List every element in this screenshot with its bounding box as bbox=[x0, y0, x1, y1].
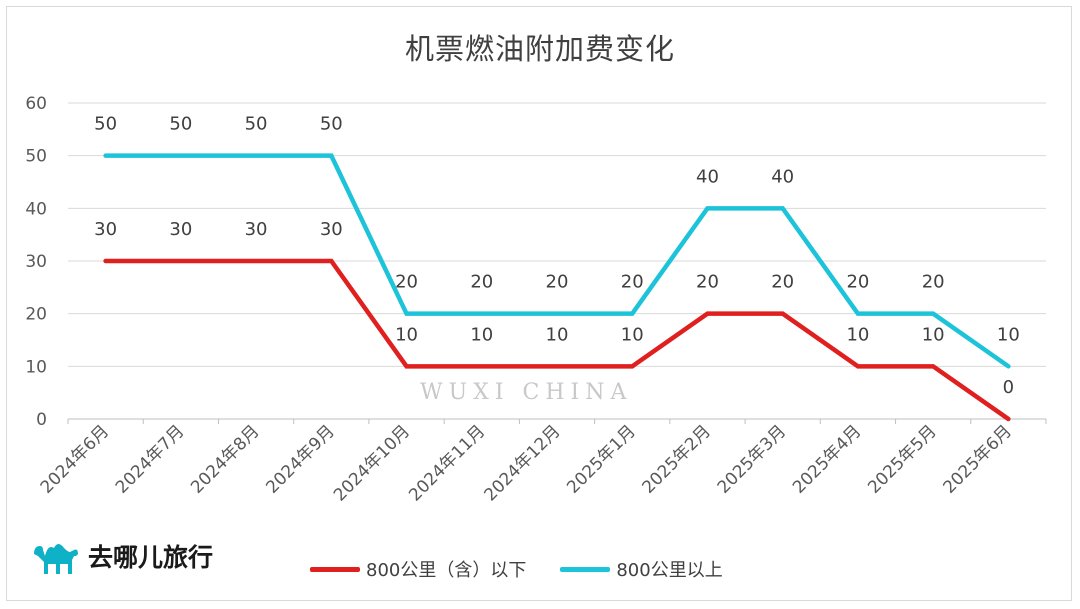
y-tick-label: 0 bbox=[36, 410, 47, 430]
y-axis: 0 10 20 30 40 50 60 bbox=[25, 94, 47, 430]
data-label: 0 bbox=[1003, 377, 1014, 398]
camel-icon bbox=[34, 544, 78, 574]
watermark-text: WUXI CHINA bbox=[420, 380, 633, 405]
data-label: 20 bbox=[846, 272, 869, 293]
y-tick-label: 50 bbox=[25, 147, 47, 167]
legend-swatch bbox=[310, 566, 360, 572]
brand-name: 去哪儿旅行 bbox=[88, 543, 214, 572]
x-tick-label: 2024年9月 bbox=[262, 421, 338, 497]
y-tick-label: 30 bbox=[25, 252, 47, 272]
data-label: 30 bbox=[94, 219, 117, 240]
legend-swatch bbox=[560, 566, 611, 572]
data-label: 40 bbox=[771, 166, 794, 187]
data-label: 10 bbox=[470, 324, 493, 345]
data-label: 50 bbox=[320, 114, 343, 135]
data-label: 20 bbox=[546, 272, 569, 293]
legend-label: 800公里以上 bbox=[616, 560, 723, 581]
x-axis: 2024年6月2024年7月2024年8月2024年9月2024年10月2024… bbox=[37, 419, 1047, 505]
legend-item-series-2: 800公里以上 bbox=[560, 556, 723, 582]
x-tick-label: 2025年3月 bbox=[714, 421, 790, 497]
data-label: 40 bbox=[696, 166, 719, 187]
data-label: 10 bbox=[546, 324, 569, 345]
x-tick-label: 2025年6月 bbox=[939, 421, 1015, 497]
data-label: 30 bbox=[169, 219, 192, 240]
x-tick-label: 2024年12月 bbox=[480, 421, 564, 505]
x-tick-label: 2024年6月 bbox=[37, 421, 113, 497]
brand-logo: 去哪儿旅行 bbox=[30, 536, 213, 576]
data-label: 10 bbox=[997, 324, 1020, 345]
data-labels: 30 30 30 30 10 10 10 10 20 20 10 10 0 50 50 50 50 20 20 20 2… bbox=[94, 114, 1020, 398]
data-label: 10 bbox=[922, 324, 945, 345]
chart-frame bbox=[6, 6, 1072, 601]
data-label: 20 bbox=[922, 272, 945, 293]
watermark: WUXI CHINA bbox=[420, 380, 632, 405]
data-label: 20 bbox=[771, 272, 794, 293]
data-label: 20 bbox=[696, 272, 719, 293]
x-tick-label: 2024年8月 bbox=[187, 421, 263, 497]
legend: 800公里（含）以下 800公里以上 bbox=[310, 556, 757, 582]
x-tick-label: 2024年11月 bbox=[405, 421, 489, 505]
y-tick-label: 40 bbox=[25, 199, 47, 219]
data-label: 50 bbox=[245, 114, 268, 135]
data-label: 20 bbox=[621, 272, 644, 293]
x-tick-label: 2025年2月 bbox=[639, 421, 715, 497]
data-label: 30 bbox=[245, 219, 268, 240]
y-tick-label: 20 bbox=[25, 305, 47, 325]
series-lines bbox=[103, 153, 1011, 422]
data-label: 30 bbox=[320, 219, 343, 240]
legend-label: 800公里（含）以下 bbox=[366, 560, 527, 581]
data-label: 50 bbox=[94, 114, 117, 135]
data-label: 50 bbox=[169, 114, 192, 135]
y-tick-label: 10 bbox=[25, 357, 47, 377]
y-tick-label: 60 bbox=[25, 94, 47, 114]
legend-item-series-1: 800公里（含）以下 bbox=[310, 556, 526, 582]
data-label: 10 bbox=[846, 324, 869, 345]
x-tick-label: 2024年7月 bbox=[112, 421, 188, 497]
data-label: 20 bbox=[470, 272, 493, 293]
x-tick-label: 2024年10月 bbox=[330, 421, 414, 505]
x-tick-label: 2025年5月 bbox=[864, 421, 940, 497]
data-label: 10 bbox=[621, 324, 644, 345]
series-line bbox=[103, 153, 1011, 369]
series-line bbox=[103, 258, 1011, 422]
chart-title: 机票燃油附加费变化 bbox=[404, 32, 675, 66]
x-tick-label: 2025年1月 bbox=[563, 421, 639, 497]
x-tick-label: 2025年4月 bbox=[789, 421, 865, 497]
data-label: 20 bbox=[395, 272, 418, 293]
data-label: 10 bbox=[395, 324, 418, 345]
